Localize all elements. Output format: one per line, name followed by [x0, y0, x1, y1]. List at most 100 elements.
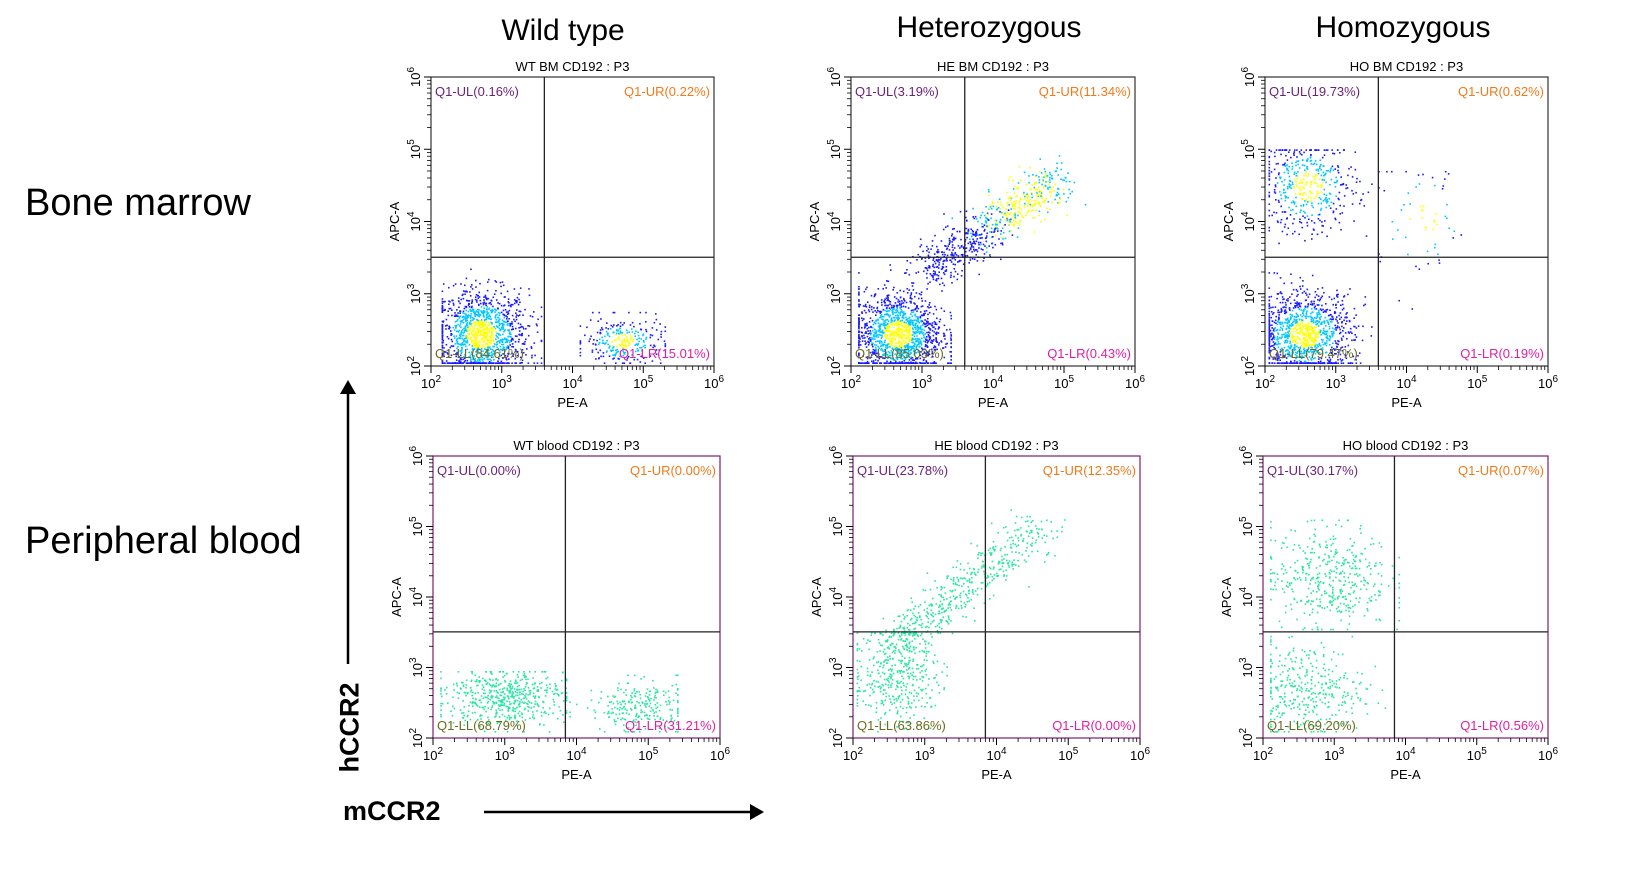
event-dot — [862, 305, 865, 307]
event-dot — [1329, 318, 1332, 320]
event-dot — [1292, 232, 1294, 235]
event-dot — [1038, 179, 1041, 181]
event-dot — [1056, 194, 1058, 197]
event-dot — [903, 349, 905, 351]
event-dot — [473, 327, 475, 330]
event-dot — [487, 349, 490, 352]
event-dot — [602, 339, 604, 342]
event-dot — [992, 246, 994, 249]
event-dot — [462, 332, 464, 334]
event-dot — [994, 225, 996, 228]
event-dot — [907, 322, 910, 324]
event-dot — [488, 346, 491, 349]
column-title-wild-type: Wild type — [501, 14, 625, 47]
event-dot — [506, 290, 509, 293]
event-dot — [1348, 362, 1350, 364]
event-dot — [1277, 320, 1280, 322]
event-dot — [888, 324, 890, 326]
event-dot — [441, 347, 444, 349]
event-dot — [1307, 323, 1310, 325]
event-dot — [903, 327, 906, 329]
event-dot — [906, 337, 908, 339]
event-dot — [879, 310, 882, 313]
event-dot — [892, 348, 895, 351]
event-dot — [885, 319, 887, 321]
event-dot — [898, 353, 901, 356]
event-dot — [903, 313, 906, 315]
event-dot — [603, 342, 605, 345]
event-dot — [935, 323, 938, 326]
event-dot — [896, 327, 899, 330]
event-dot — [1042, 179, 1044, 181]
event-dot — [997, 230, 999, 232]
event-dot — [473, 336, 475, 339]
event-dot — [1311, 303, 1314, 305]
event-dot — [526, 348, 528, 350]
event-dot — [1279, 177, 1282, 180]
event-dot — [980, 233, 983, 235]
event-dot — [972, 231, 974, 233]
event-dot — [460, 358, 463, 361]
event-dot — [1294, 193, 1297, 195]
event-dot — [891, 352, 893, 354]
event-dot — [1306, 215, 1309, 217]
event-dot — [456, 362, 458, 364]
event-dot — [507, 335, 509, 338]
event-dot — [1303, 175, 1305, 177]
event-dot — [1328, 335, 1331, 337]
event-dot — [475, 351, 477, 353]
event-dot — [488, 317, 490, 320]
event-dot — [898, 331, 901, 333]
event-dot — [459, 310, 461, 312]
event-dot — [612, 349, 614, 351]
event-dot — [465, 317, 467, 319]
event-dot — [477, 361, 479, 363]
event-dot — [940, 340, 942, 342]
event-dot — [1304, 355, 1306, 357]
event-dot — [1031, 199, 1033, 202]
event-dot — [988, 245, 990, 247]
event-dot — [903, 317, 905, 319]
event-dot — [623, 362, 626, 364]
event-dots — [441, 268, 667, 364]
event-dot — [943, 356, 946, 359]
event-dot — [444, 351, 447, 353]
event-dot — [879, 334, 882, 336]
event-dot — [475, 310, 478, 312]
event-dot — [875, 320, 877, 322]
event-dot — [1288, 351, 1290, 353]
event-dot — [652, 346, 654, 349]
event-dot — [1353, 307, 1356, 310]
event-dot — [880, 348, 883, 350]
event-dot — [891, 311, 894, 313]
event-dot — [579, 325, 582, 327]
event-dot — [1349, 327, 1352, 330]
event-dot — [866, 335, 869, 338]
event-dot — [942, 332, 945, 335]
event-dot — [1328, 197, 1330, 200]
event-dot — [471, 325, 473, 328]
event-dot — [476, 342, 478, 344]
event-dot — [866, 356, 869, 358]
event-dot — [878, 310, 881, 313]
event-dot — [1346, 187, 1349, 189]
event-dot — [614, 339, 617, 342]
event-dot — [1319, 362, 1322, 364]
event-dot — [1351, 362, 1354, 364]
event-dot — [891, 357, 894, 360]
event-dot — [497, 302, 499, 304]
event-dot — [865, 311, 867, 314]
event-dot — [1272, 312, 1275, 314]
event-dot — [1279, 149, 1282, 151]
event-dot — [441, 332, 444, 335]
event-dot — [489, 324, 491, 327]
event-dot — [864, 340, 866, 342]
event-dot — [1322, 311, 1325, 313]
event-dot — [540, 306, 543, 309]
event-dot — [1290, 156, 1292, 159]
event-dot — [1049, 186, 1051, 188]
event-dot — [1268, 343, 1271, 345]
event-dot — [456, 309, 458, 311]
event-dot — [1343, 295, 1346, 297]
event-dot — [1288, 353, 1290, 355]
